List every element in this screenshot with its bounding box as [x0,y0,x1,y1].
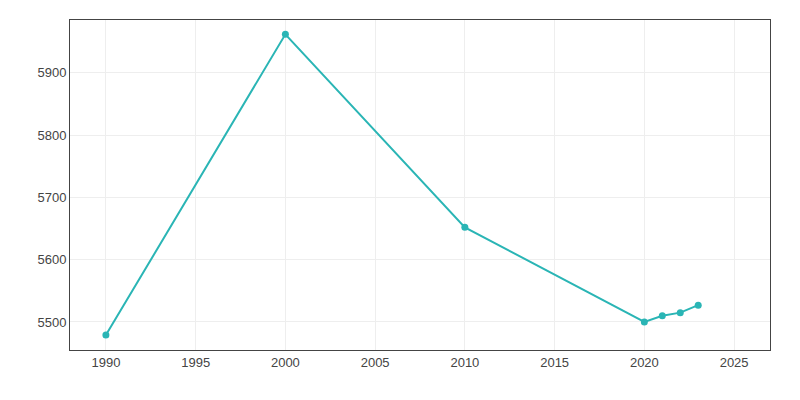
svg-text:2020: 2020 [630,355,659,370]
svg-text:2025: 2025 [720,355,749,370]
svg-text:5700: 5700 [37,190,66,205]
svg-text:5600: 5600 [37,252,66,267]
svg-text:2005: 2005 [361,355,390,370]
svg-text:2010: 2010 [450,355,479,370]
svg-text:1990: 1990 [91,355,120,370]
svg-text:1995: 1995 [181,355,210,370]
svg-text:2015: 2015 [540,355,569,370]
svg-text:5800: 5800 [37,128,66,143]
svg-text:5500: 5500 [37,315,66,330]
svg-text:5900: 5900 [37,65,66,80]
svg-text:2000: 2000 [271,355,300,370]
